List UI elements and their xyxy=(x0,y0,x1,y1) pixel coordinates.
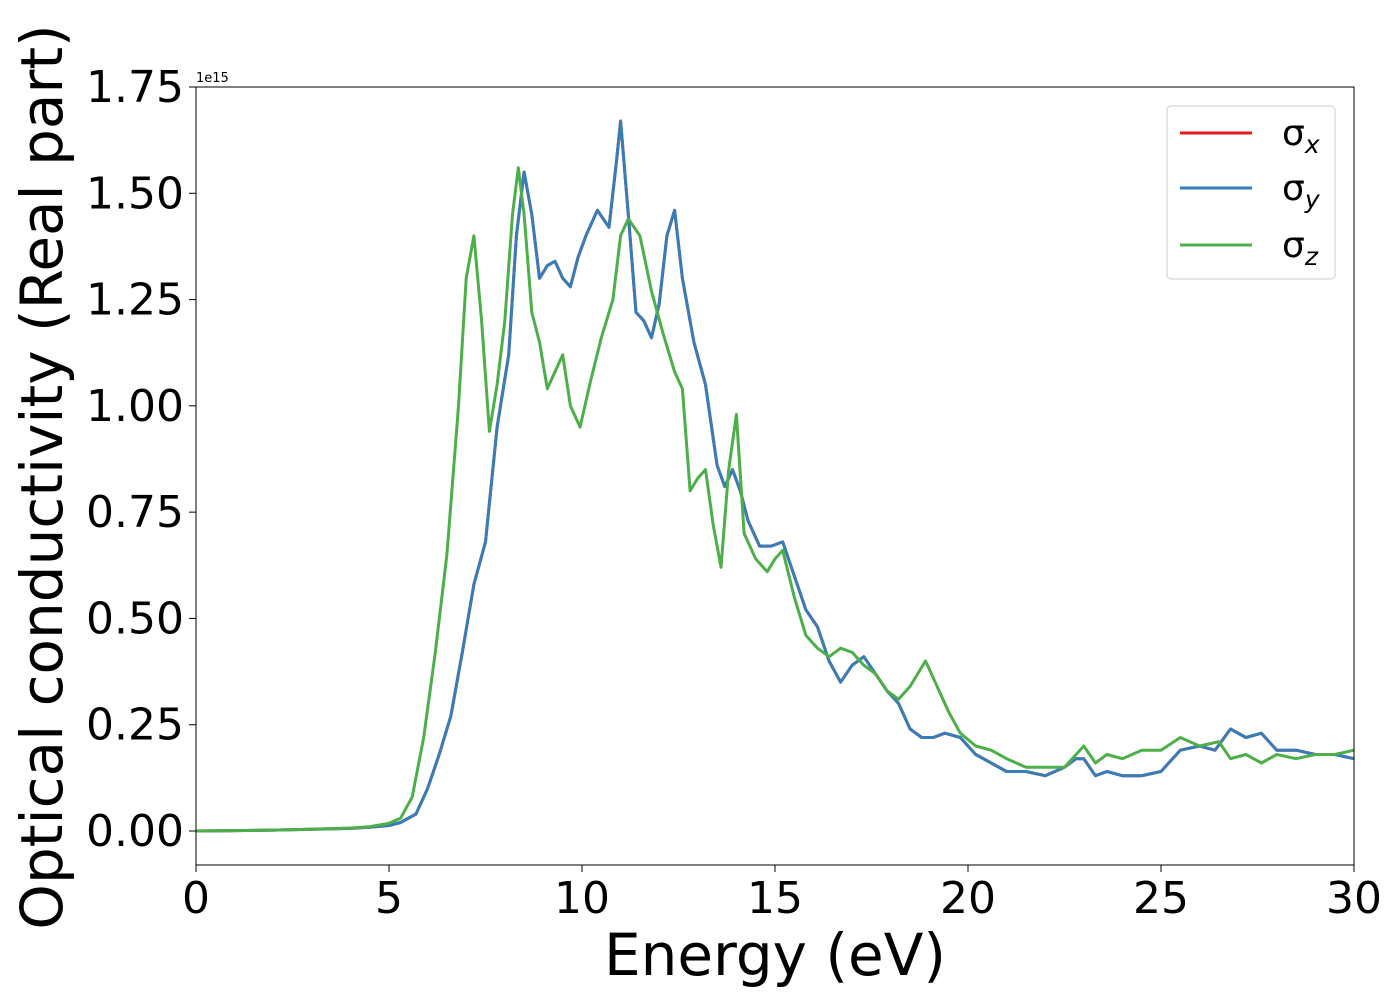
y-multiplier-label: 1e15 xyxy=(196,71,229,86)
y-tick-label: 1.75 xyxy=(86,62,184,113)
x-axis-ticks: 0 5 10 15 20 25 30 xyxy=(182,865,1382,924)
y-tick-label: 0.75 xyxy=(86,487,184,538)
plot-background xyxy=(196,87,1354,865)
legend-entry-sigma-z: σz xyxy=(1180,225,1319,271)
y-tick-label: 0.50 xyxy=(86,593,184,644)
legend-sub-z: z xyxy=(1304,242,1319,271)
x-tick-label: 10 xyxy=(554,873,610,924)
x-tick-label: 5 xyxy=(375,873,403,924)
x-tick-label: 25 xyxy=(1133,873,1189,924)
y-tick-label: 1.25 xyxy=(86,275,184,326)
legend-label-sigma-y: σy xyxy=(1282,168,1321,214)
legend: σx σy σz xyxy=(1166,105,1336,280)
legend-box xyxy=(1166,105,1336,280)
x-tick-label: 30 xyxy=(1326,873,1382,924)
legend-label-sigma-z: σz xyxy=(1282,225,1319,271)
legend-sub-y: y xyxy=(1304,185,1321,214)
series-line-sigma-y xyxy=(195,119,1355,833)
y-tick-label: 1.00 xyxy=(86,381,184,432)
x-tick-label: 20 xyxy=(940,873,996,924)
y-tick-label: 1.50 xyxy=(86,168,184,219)
legend-entry-sigma-x: σx xyxy=(1180,113,1320,159)
y-tick-label: 0.25 xyxy=(86,700,184,751)
x-tick-label: 15 xyxy=(747,873,803,924)
x-tick-label: 0 xyxy=(182,873,210,924)
y-axis-ticks: 0.00 0.25 0.50 0.75 1.00 1.25 1.50 1.75 xyxy=(86,62,196,857)
x-axis-label: Energy (eV) xyxy=(604,921,946,989)
series-layer xyxy=(195,119,1355,833)
series-line-sigma-z xyxy=(195,166,1355,833)
legend-entry-sigma-y: σy xyxy=(1180,168,1321,214)
y-axis-label: Optical conductivity (Real part) xyxy=(8,24,76,929)
y-tick-label: 0.00 xyxy=(86,806,184,857)
legend-label-sigma-x: σx xyxy=(1282,113,1320,159)
legend-sub-x: x xyxy=(1304,130,1320,159)
